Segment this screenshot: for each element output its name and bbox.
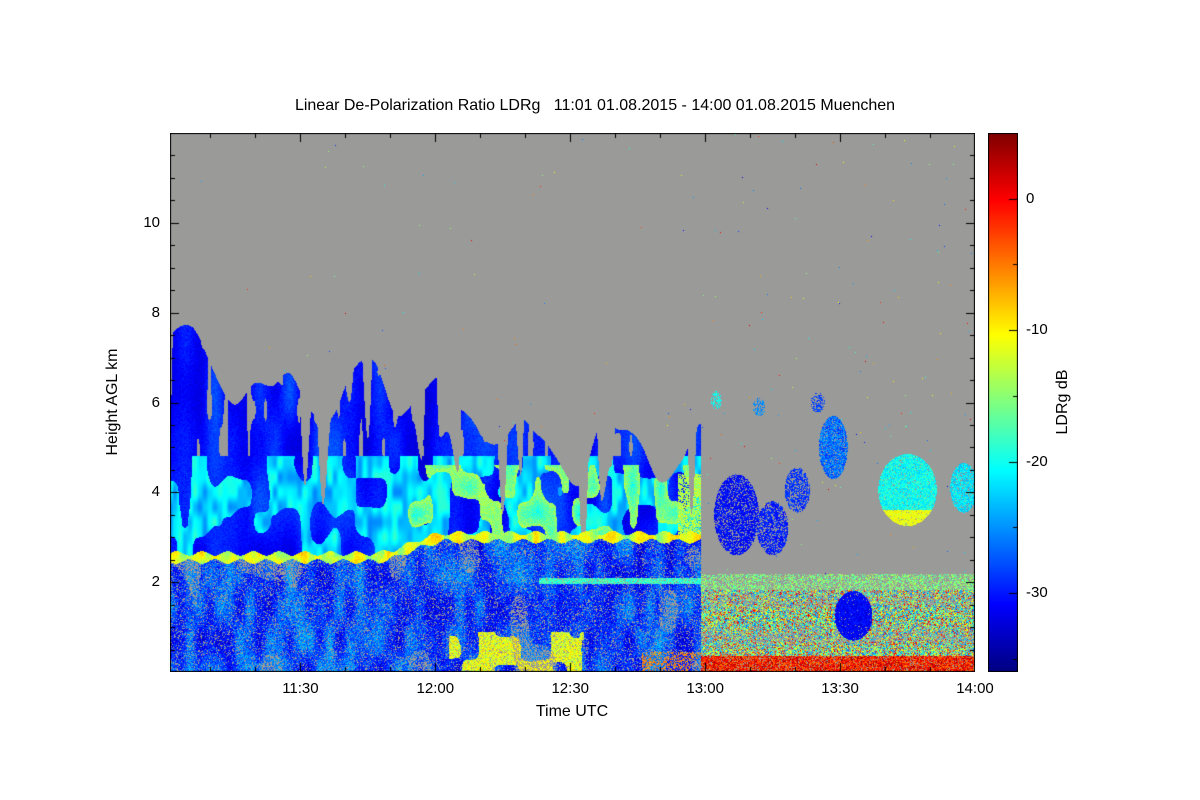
x-axis-label: Time UTC	[535, 703, 609, 720]
x-tick-label: 12:00	[416, 680, 455, 697]
colorbar-tick-label: -10	[1026, 321, 1048, 339]
colorbar-label: LDRg dB	[1054, 369, 1071, 435]
x-tick-label: 13:30	[821, 680, 859, 697]
y-tick-label: 2	[151, 573, 160, 591]
x-tick-label: 11:30	[282, 680, 319, 697]
chart-title: Linear De-Polarization Ratio LDRg 11:01 …	[294, 97, 896, 114]
y-axis-label: Height AGL km	[104, 348, 121, 456]
colorbar-tick-label: -20	[1026, 452, 1048, 470]
heatmap-canvas	[170, 133, 975, 672]
x-tick-label: 13:00	[686, 680, 724, 697]
x-tick-label: 12:30	[551, 680, 590, 697]
colorbar-tick-label: 0	[1026, 189, 1035, 207]
colorbar	[988, 133, 1018, 672]
y-tick-label: 4	[151, 483, 160, 501]
y-tick-label: 10	[143, 213, 160, 231]
colorbar-tick-label: -30	[1026, 584, 1048, 602]
x-tick-label: 14:00	[956, 680, 994, 697]
y-tick-label: 8	[151, 303, 160, 321]
y-tick-label: 6	[151, 393, 160, 411]
